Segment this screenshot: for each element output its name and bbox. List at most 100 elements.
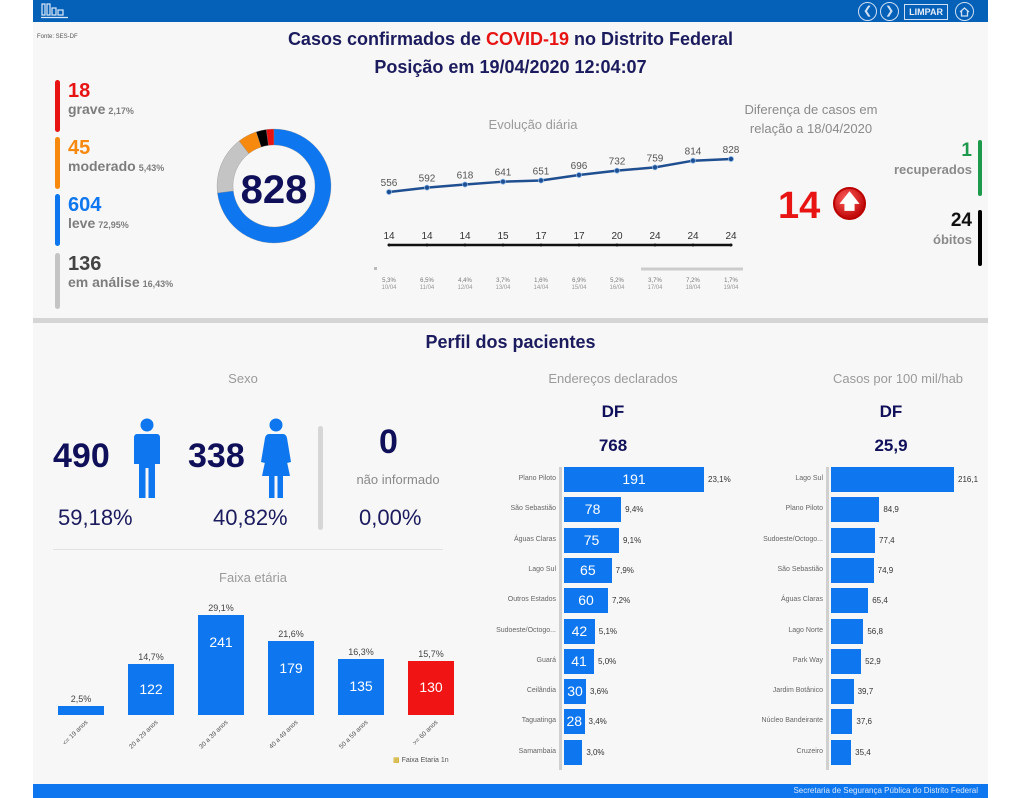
home-icon — [959, 6, 970, 17]
clear-button[interactable]: LIMPAR — [904, 3, 948, 20]
bar[interactable]: 41 — [564, 648, 595, 674]
bar-row[interactable]: Guará 41 5,0% — [431, 648, 761, 674]
bar[interactable]: 191 — [564, 467, 704, 492]
recovered-stat[interactable]: 1 recuperados — [894, 140, 982, 196]
bar-row[interactable]: Plano Piloto 191 23,1% — [431, 467, 761, 492]
evolution-chart[interactable]: 556 592 618 641 651 696 732 759 814 828 14 14 14 15 17… — [373, 140, 743, 300]
deaths-point[interactable] — [577, 243, 581, 247]
bar[interactable] — [831, 557, 874, 583]
deaths-point[interactable] — [425, 243, 429, 247]
bar-row[interactable]: Samambaia 3,0% — [431, 739, 761, 765]
cases-point[interactable] — [728, 156, 734, 162]
bar[interactable] — [831, 709, 853, 735]
cases-point[interactable] — [386, 189, 392, 195]
axis-scrollbar[interactable] — [826, 467, 829, 770]
bar[interactable] — [831, 588, 869, 614]
bar-row[interactable]: Núcleo Bandeirante 37,6 — [698, 709, 988, 735]
bar[interactable] — [831, 527, 876, 553]
bar-row[interactable]: Águas Claras 65,4 — [698, 588, 988, 614]
deaths-point[interactable] — [691, 243, 695, 247]
deaths-point[interactable] — [539, 243, 543, 247]
date-label: 19/04 — [723, 285, 739, 291]
per100k-total: 25,9 — [874, 436, 908, 455]
deaths-point[interactable] — [729, 243, 733, 247]
bar-row[interactable]: São Sebastião 74,9 — [698, 557, 988, 583]
per100k-chart[interactable]: Lago Sul 216,1 Plano Piloto 84,9 Sudoeste/Oc… — [698, 467, 988, 770]
severity-label: grave 2,17% — [68, 101, 134, 117]
bar-row[interactable]: Lago Norte 56,8 — [698, 618, 988, 644]
severity-leve[interactable]: 604 leve 72,95% — [55, 194, 235, 246]
deaths-stat[interactable]: 24 óbitos — [933, 210, 982, 266]
cases-point[interactable] — [576, 172, 582, 178]
bar[interactable]: 28 — [564, 709, 585, 735]
female-pct: 40,82% — [213, 505, 288, 530]
axis-scrollbar[interactable] — [559, 467, 562, 770]
growth-label: 6,9% — [572, 278, 586, 284]
deaths-point[interactable] — [653, 243, 657, 247]
cases-point[interactable] — [538, 177, 544, 184]
bar-chart-icon[interactable] — [41, 3, 69, 19]
cases-point[interactable] — [500, 178, 506, 185]
address-chart[interactable]: Plano Piloto 191 23,1% São Sebastião 78 9,4% Á… — [431, 467, 761, 770]
deaths-point[interactable] — [387, 243, 391, 247]
bar[interactable] — [831, 497, 880, 523]
deaths-point[interactable] — [463, 243, 467, 247]
bar-row[interactable]: Plano Piloto 84,9 — [698, 497, 988, 523]
bar-row[interactable]: Sudoeste/Octogo... 77,4 — [698, 527, 988, 553]
bar[interactable] — [564, 739, 583, 765]
age-bar[interactable]: 179 — [268, 640, 314, 715]
bar[interactable] — [831, 679, 854, 705]
cases-point[interactable] — [614, 167, 620, 174]
forward-button[interactable]: ❯ — [880, 2, 900, 21]
bar[interactable]: 30 — [564, 679, 586, 705]
section-divider — [33, 318, 988, 323]
bar-row[interactable]: Lago Sul 216,1 — [698, 467, 988, 492]
bar-row[interactable]: Cruzeiro 35,4 — [698, 739, 988, 765]
bar[interactable]: 65 — [564, 557, 612, 583]
donut-chart[interactable] — [216, 128, 332, 244]
age-bar[interactable]: 135 — [338, 658, 384, 715]
sex-title: Sexo — [228, 371, 258, 386]
bar-row[interactable]: Lago Sul 65 7,9% — [431, 557, 761, 583]
bar-category-label: Núcleo Bandeirante — [761, 717, 824, 725]
back-button[interactable]: ❮ — [858, 2, 878, 21]
profile-title: Perfil dos pacientes — [425, 332, 596, 352]
bar[interactable] — [831, 467, 954, 492]
bar[interactable]: 60 — [564, 588, 608, 614]
bar-row[interactable]: Jardim Botânico 39,7 — [698, 679, 988, 705]
bar-row[interactable]: Outros Estados 60 7,2% — [431, 588, 761, 614]
bar[interactable]: 75 — [564, 527, 619, 553]
deaths-point[interactable] — [615, 243, 619, 247]
deaths-value: 24 — [950, 210, 972, 231]
bar-row[interactable]: Sudoeste/Octogo... 42 5,1% — [431, 618, 761, 644]
bar[interactable] — [831, 648, 862, 674]
bar[interactable] — [831, 618, 864, 644]
bar-row[interactable]: São Sebastião 78 9,4% — [431, 497, 761, 523]
bar-row[interactable]: Taguatinga 28 3,4% — [431, 709, 761, 735]
age-category-label: <= 19 anos — [61, 719, 90, 747]
deaths-point[interactable] — [501, 243, 505, 247]
bar-row[interactable]: Ceilândia 30 3,6% — [431, 679, 761, 705]
cases-point[interactable] — [462, 181, 468, 188]
bar[interactable]: 78 — [564, 497, 622, 523]
age-bar[interactable] — [58, 706, 104, 715]
severity-moderado[interactable]: 45 moderado 5,43% — [55, 137, 235, 189]
cases-point[interactable] — [652, 164, 658, 171]
donut-segment-leve[interactable] — [217, 128, 332, 244]
female-value: 338 — [188, 437, 245, 475]
severity-em-analise[interactable]: 136 em análise 16,43% — [55, 253, 235, 309]
home-button[interactable] — [955, 2, 974, 21]
bar-row[interactable]: Park Way 52,9 — [698, 648, 988, 674]
bar[interactable] — [831, 739, 852, 765]
age-bar[interactable]: 122 — [128, 664, 174, 715]
severity-pct: 2,17% — [108, 106, 134, 116]
severity-grave[interactable]: 18 grave 2,17% — [55, 80, 235, 132]
age-bar[interactable]: 241 — [198, 615, 244, 715]
bar-row[interactable]: Águas Claras 75 9,1% — [431, 527, 761, 553]
bar-category-label: Lago Sul — [795, 475, 823, 482]
cases-point[interactable] — [690, 157, 696, 164]
cases-point[interactable] — [424, 184, 430, 191]
date-label: 12/04 — [457, 285, 473, 291]
bar[interactable]: 42 — [564, 618, 595, 644]
growth-label: 1,6% — [534, 278, 548, 284]
